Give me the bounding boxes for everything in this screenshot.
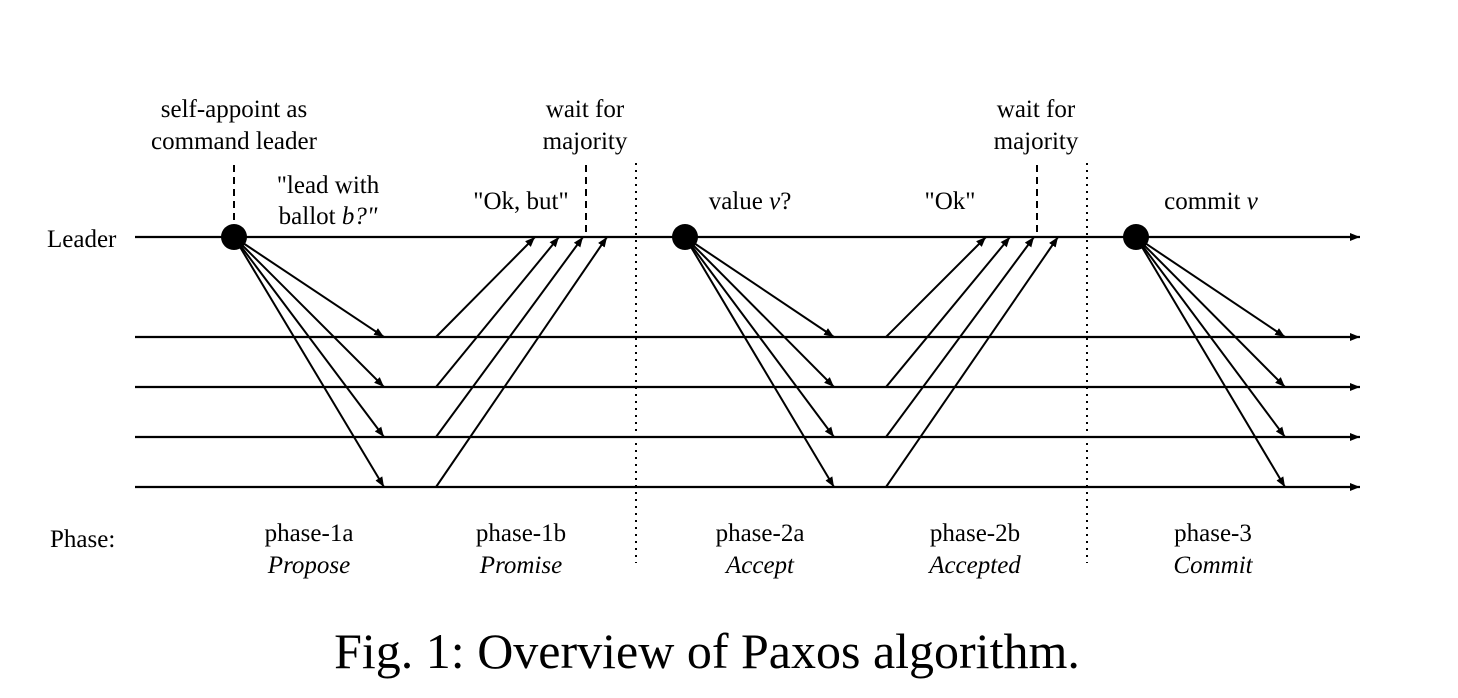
lead-with-ballot-line-2: ballot b?" (279, 203, 378, 230)
commit-v: v (1247, 188, 1259, 215)
phase-2a-role: Accept (724, 552, 795, 579)
phase-1b-role: Promise (479, 552, 562, 579)
wait-majority-2-line-2: majority (994, 128, 1079, 155)
phase-2a-arrow-4 (684, 236, 835, 488)
value-v: v (769, 188, 781, 215)
value-question: ? (780, 188, 791, 215)
self-appoint-line-2: command leader (151, 128, 318, 155)
phase-3-arrow-2 (1135, 236, 1286, 388)
commit-prefix: commit (1164, 188, 1247, 215)
phase-2b-arrow-3 (885, 236, 1035, 438)
ok-label: "Ok" (925, 188, 976, 215)
value-label: value v? (709, 188, 792, 215)
ok-but-label: "Ok, but" (473, 188, 568, 215)
leader-dot-phase-2 (672, 224, 698, 250)
message-arrows (233, 236, 1286, 488)
wait-majority-1-line-1: wait for (546, 96, 625, 123)
phase-1a-role: Propose (267, 552, 350, 579)
ballot-b: b?" (342, 203, 378, 230)
phase-row-label: Phase: (50, 526, 115, 553)
phase-3-name: phase-3 (1174, 520, 1252, 547)
phase-2b-role: Accepted (927, 552, 1021, 579)
process-lines (135, 233, 1360, 491)
phase-1a-arrow-4 (233, 236, 385, 488)
phase-1b-name: phase-1b (476, 520, 566, 547)
phase-2a-arrow-1 (684, 236, 835, 338)
phase-1b-arrow-3 (435, 236, 584, 438)
phase-1a-arrow-3 (233, 236, 385, 438)
phase-2b-name: phase-2b (930, 520, 1020, 547)
figure-caption: Fig. 1: Overview of Paxos algorithm. (334, 623, 1080, 679)
phase-3-role: Commit (1173, 552, 1253, 579)
phase-1b-arrow-2 (435, 236, 560, 388)
phase-2b-arrow-4 (885, 236, 1059, 488)
ballot-word: ballot (279, 203, 342, 230)
wait-majority-2-line-1: wait for (997, 96, 1076, 123)
leader-dots (221, 224, 1149, 250)
phase-1a-arrow-2 (233, 236, 385, 388)
phase-2a-arrow-2 (684, 236, 835, 388)
leader-dot-phase-3 (1123, 224, 1149, 250)
commit-label: commit v (1164, 188, 1259, 215)
phase-3-arrow-3 (1135, 236, 1286, 438)
leader-dot-phase-1 (221, 224, 247, 250)
phase-2a-name: phase-2a (716, 520, 805, 547)
phase-3-arrow-4 (1135, 236, 1286, 488)
leader-row-label: Leader (47, 226, 117, 253)
phase-1b-arrow-4 (435, 236, 608, 488)
phase-2b-arrow-2 (885, 236, 1011, 388)
self-appoint-line-1: self-appoint as (161, 96, 307, 123)
phase-separators (233, 163, 1088, 563)
phase-1b-arrow-1 (435, 236, 536, 338)
value-prefix: value (709, 188, 769, 215)
phase-2b-arrow-1 (885, 236, 987, 338)
wait-majority-1-line-2: majority (543, 128, 628, 155)
lead-with-ballot-line-1: "lead with (277, 172, 380, 199)
phase-2a-arrow-3 (684, 236, 835, 438)
phase-1a-name: phase-1a (265, 520, 354, 547)
phase-3-arrow-1 (1135, 236, 1286, 338)
phase-1a-arrow-1 (233, 236, 385, 338)
